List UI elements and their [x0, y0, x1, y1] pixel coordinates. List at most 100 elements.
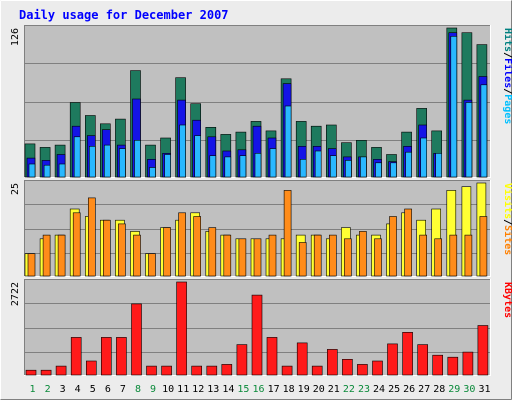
legend-/: / — [502, 52, 512, 58]
bar-pages-day-29 — [450, 35, 458, 178]
day-label-18: 18 — [283, 384, 295, 395]
bar-pages-day-31 — [480, 84, 488, 178]
bar-pages-day-9 — [149, 167, 156, 178]
bar-pages-day-14 — [224, 156, 232, 178]
bar-pages-day-11 — [179, 124, 186, 178]
bar-pages-day-24 — [375, 162, 382, 178]
bar-kbytes-day-28 — [432, 354, 444, 376]
bar-sites-day-13 — [208, 227, 217, 277]
bar-pages-day-30 — [465, 102, 473, 178]
day-label-22: 22 — [343, 384, 355, 395]
bar-pages-day-26 — [405, 151, 412, 178]
bar-pages-day-2 — [43, 164, 51, 178]
bar-kbytes-day-21 — [326, 349, 338, 376]
day-label-5: 5 — [90, 384, 96, 395]
bar-kbytes-day-7 — [116, 337, 127, 376]
bar-sites-day-14 — [223, 234, 232, 277]
day-label-26: 26 — [403, 384, 415, 395]
bar-pages-day-10 — [164, 154, 171, 178]
day-label-29: 29 — [448, 384, 460, 395]
bar-sites-day-28 — [434, 238, 443, 277]
side-legend-visits: Visits/Sites — [502, 183, 512, 255]
side-legend-hits: Hits/Files/Pages — [502, 28, 512, 124]
bar-sites-day-15 — [238, 238, 247, 277]
day-label-20: 20 — [313, 384, 325, 395]
bar-sites-day-4 — [72, 212, 81, 277]
day-label-10: 10 — [162, 384, 174, 395]
panel-hits: 126 Hits/Files/Pages — [10, 25, 512, 178]
legend-sites: Sites — [502, 225, 512, 255]
bar-kbytes-day-3 — [55, 365, 67, 376]
bar-kbytes-day-29 — [447, 356, 459, 376]
bar-pages-day-1 — [28, 163, 36, 178]
bar-pages-day-5 — [89, 146, 96, 178]
bar-sites-day-12 — [193, 216, 201, 277]
day-label-8: 8 — [135, 384, 141, 395]
bar-sites-day-8 — [133, 234, 141, 277]
bar-kbytes-day-6 — [101, 337, 112, 376]
bar-kbytes-day-27 — [417, 344, 429, 376]
bar-sites-day-24 — [374, 238, 382, 277]
day-label-17: 17 — [268, 384, 280, 395]
panel-kbytes: 2722 KBytes — [10, 279, 512, 376]
bar-sites-day-22 — [344, 238, 352, 277]
day-label-31: 31 — [478, 384, 490, 395]
bar-sites-day-30 — [464, 234, 473, 277]
legend-/: / — [502, 88, 512, 94]
bar-kbytes-day-31 — [477, 325, 489, 376]
bar-sites-day-25 — [389, 216, 397, 277]
day-label-16: 16 — [252, 384, 264, 395]
bar-kbytes-day-18 — [281, 365, 293, 376]
bar-pages-day-19 — [299, 159, 307, 178]
bar-kbytes-day-9 — [146, 365, 157, 376]
bar-kbytes-day-24 — [372, 360, 383, 376]
bar-kbytes-day-15 — [236, 344, 248, 376]
day-label-12: 12 — [192, 384, 204, 395]
bar-pages-day-20 — [314, 150, 322, 178]
bar-pages-day-7 — [119, 148, 126, 178]
bar-pages-day-25 — [390, 162, 397, 178]
legend-kbytes: KBytes — [502, 282, 512, 318]
day-label-14: 14 — [222, 384, 234, 395]
day-label-30: 30 — [463, 384, 475, 395]
bar-pages-day-3 — [58, 163, 66, 178]
legend-visits: Visits — [502, 183, 512, 219]
bar-kbytes-day-14 — [221, 364, 233, 376]
bar-pages-day-17 — [269, 148, 277, 178]
bar-pages-day-18 — [284, 105, 292, 178]
bar-kbytes-day-10 — [161, 365, 172, 376]
day-label-15: 15 — [237, 384, 249, 395]
axis-max-label-visits: 25 — [10, 183, 21, 195]
bar-pages-day-23 — [360, 156, 367, 178]
bar-sites-day-5 — [88, 197, 96, 277]
bar-kbytes-day-23 — [357, 364, 368, 376]
bar-sites-day-3 — [57, 234, 66, 277]
day-label-9: 9 — [150, 384, 156, 395]
bar-kbytes-day-30 — [462, 351, 474, 376]
bar-kbytes-day-2 — [40, 369, 52, 376]
day-label-23: 23 — [358, 384, 370, 395]
bar-sites-day-1 — [27, 253, 36, 277]
bar-pages-day-6 — [104, 144, 111, 178]
bar-pages-day-8 — [134, 140, 141, 178]
bar-sites-day-19 — [298, 242, 307, 277]
series-sites — [27, 190, 488, 277]
bar-pages-day-28 — [435, 153, 443, 178]
series-pages — [28, 35, 488, 178]
bar-sites-day-16 — [253, 238, 262, 277]
bar-sites-day-9 — [148, 253, 156, 277]
bar-kbytes-day-26 — [402, 331, 413, 376]
axis-max-label-kbytes: 2722 — [10, 282, 21, 306]
bar-pages-day-15 — [239, 155, 247, 178]
day-label-19: 19 — [298, 384, 310, 395]
legend-files: Files — [502, 58, 512, 88]
bar-sites-day-6 — [103, 219, 111, 277]
bar-kbytes-day-1 — [25, 369, 37, 376]
bar-kbytes-day-11 — [176, 281, 187, 376]
bar-sites-day-7 — [118, 223, 126, 277]
day-label-25: 25 — [388, 384, 400, 395]
bar-kbytes-day-19 — [296, 342, 308, 376]
day-label-2: 2 — [45, 384, 51, 395]
